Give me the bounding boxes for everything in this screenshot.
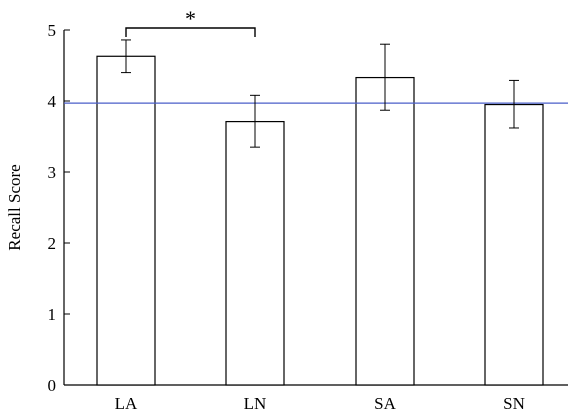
error-bars <box>121 39 519 148</box>
significance-bracket-group: * <box>125 6 256 37</box>
bar-ln <box>225 120 285 386</box>
bar-sa <box>355 76 415 386</box>
y-tick-label: 1 <box>48 305 57 324</box>
error-bar-ln <box>250 94 260 148</box>
y-tick-label: 0 <box>48 376 57 395</box>
bars <box>96 55 544 386</box>
x-tick-label-sn: SN <box>503 394 525 413</box>
x-tick-label-la: LA <box>115 394 138 413</box>
error-bar-la <box>121 39 131 74</box>
y-axis-label: Recall Score <box>5 164 24 250</box>
significance-label: * <box>185 6 196 31</box>
y-tick-label: 5 <box>48 21 57 40</box>
tick-labels: 0 1 2 3 4 5 LA LN SA SN <box>48 21 525 413</box>
x-tick-label-ln: LN <box>244 394 267 413</box>
bar-la <box>96 55 156 386</box>
y-tick-label: 3 <box>48 163 57 182</box>
error-bar-sn <box>509 79 519 129</box>
bar-sn <box>484 103 544 386</box>
y-tick-label: 2 <box>48 234 57 253</box>
x-tick-label-sa: SA <box>374 394 396 413</box>
error-bar-sa <box>380 43 390 111</box>
significance-bracket <box>125 27 256 37</box>
y-tick-label: 4 <box>48 92 57 111</box>
